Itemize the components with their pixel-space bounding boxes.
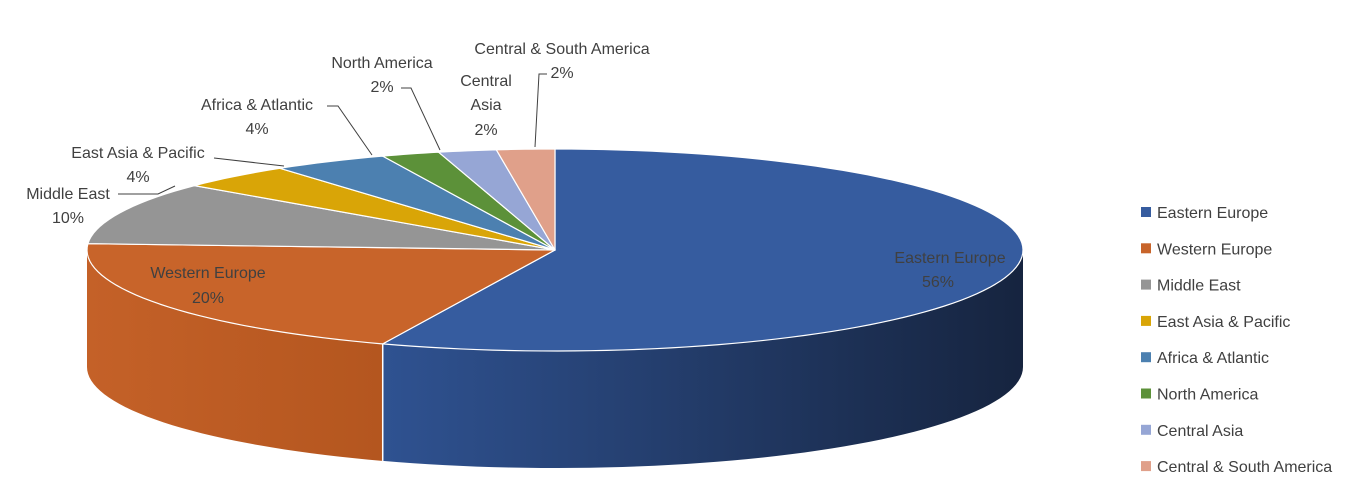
data-label-central-asia-name: Asia [470,97,501,114]
slice-central-asia [438,149,556,251]
data-label-eastern-europe-name: Eastern Europe [894,250,1005,267]
slice-middle-east [87,185,556,251]
legend-swatch-central-and-south-america [1141,461,1151,472]
legend-swatch-eastern-europe [1141,207,1151,217]
leader-line-africa-and-atlantic [327,105,373,156]
legend-swatch-north-america [1141,388,1151,399]
data-label-eastern-europe-value: 56% [922,274,954,291]
data-label-africa-and-atlantic-name: Africa & Atlantic [201,97,313,114]
pie-sides [87,250,1024,468]
leader-line-middle-east [118,185,176,195]
data-labels: Eastern Europe 56% Western Europe 20% Middle… [26,41,1005,307]
legend-label-africa-and-atlantic: Africa & Atlantic [1157,350,1269,367]
data-label-central-and-south-america-value: 2% [550,65,573,82]
slice-eastern-europe [382,148,1024,352]
data-label-central-and-south-america-name: Central & South America [474,41,649,58]
legend-swatch-africa-and-atlantic [1141,352,1151,363]
legend-label-western-europe: Western Europe [1157,241,1272,258]
legend-label-central-asia: Central Asia [1157,423,1243,440]
legend-swatch-central-asia [1141,424,1151,435]
data-label-middle-east-name: Middle East [26,186,110,203]
legend-swatch-middle-east [1141,279,1151,290]
legend-label-eastern-europe: Eastern Europe [1157,205,1268,222]
leader-line-east-asia-and-pacific [213,157,285,167]
data-label-western-europe-name: Western Europe [150,265,265,282]
legend: Eastern Europe Western Europe Middle East E… [1141,205,1332,476]
side-western-europe [87,250,383,461]
side-eastern-europe [382,250,1024,468]
slice-north-america [382,151,556,251]
slice-east-asia-and-pacific [193,167,556,251]
leader-line-north-america [401,87,441,151]
legend-label-central-and-south-america: Central & South America [1157,459,1332,476]
legend-label-north-america: North America [1157,387,1258,404]
data-label-north-america-value: 2% [370,79,393,96]
data-label-central-asia-value: 2% [474,122,497,139]
slice-central-and-south-america [495,148,556,251]
data-label-east-asia-and-pacific-value: 4% [126,169,149,186]
leader-lines [118,73,547,195]
data-label-western-europe-value: 20% [192,290,224,307]
data-label-east-asia-and-pacific-name: East Asia & Pacific [71,145,204,162]
legend-label-middle-east: Middle East [1157,278,1241,295]
pie-slices [86,148,1024,352]
leader-line-central-and-south-america [534,73,547,148]
legend-label-east-asia-and-pacific: East Asia & Pacific [1157,314,1290,331]
slice-africa-and-atlantic [279,155,556,251]
data-label-africa-and-atlantic-value: 4% [245,121,268,138]
slice-western-europe [86,243,556,345]
legend-swatch-east-asia-and-pacific [1141,315,1151,326]
data-label-middle-east-value: 10% [52,210,84,227]
legend-swatch-western-europe [1141,243,1151,254]
data-label-north-america-name: North America [331,55,432,72]
data-label-central-asia-name: Central [460,73,512,90]
